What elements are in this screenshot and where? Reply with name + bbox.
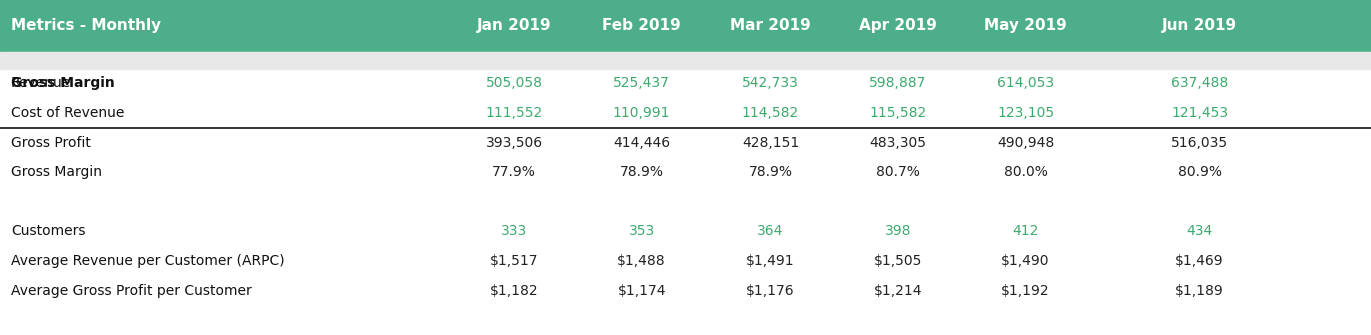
- Text: Gross Margin: Gross Margin: [11, 165, 101, 179]
- Text: $1,469: $1,469: [1175, 254, 1224, 268]
- Text: Apr 2019: Apr 2019: [860, 18, 936, 34]
- Text: Mar 2019: Mar 2019: [731, 18, 810, 34]
- Text: 412: 412: [1012, 224, 1039, 239]
- Text: Jun 2019: Jun 2019: [1163, 18, 1237, 34]
- Text: 434: 434: [1186, 224, 1213, 239]
- Text: $1,505: $1,505: [873, 254, 923, 268]
- Text: 121,453: 121,453: [1171, 106, 1228, 120]
- Text: 115,582: 115,582: [869, 106, 927, 120]
- Text: 428,151: 428,151: [742, 136, 799, 150]
- Text: 525,437: 525,437: [613, 76, 670, 90]
- Text: 516,035: 516,035: [1171, 136, 1228, 150]
- Text: 490,948: 490,948: [997, 136, 1054, 150]
- Text: 393,506: 393,506: [485, 136, 543, 150]
- Text: 80.0%: 80.0%: [1004, 165, 1047, 179]
- Text: Customers: Customers: [11, 224, 85, 239]
- Text: $1,517: $1,517: [489, 254, 539, 268]
- Text: Feb 2019: Feb 2019: [602, 18, 681, 34]
- Text: $1,192: $1,192: [1001, 284, 1050, 297]
- Text: Gross Profit: Gross Profit: [11, 136, 90, 150]
- Text: Revenue: Revenue: [11, 76, 71, 90]
- Text: $1,490: $1,490: [1001, 254, 1050, 268]
- Text: 110,991: 110,991: [613, 106, 670, 120]
- Text: 123,105: 123,105: [997, 106, 1054, 120]
- Text: Metrics - Monthly: Metrics - Monthly: [11, 18, 162, 34]
- Text: 333: 333: [500, 224, 528, 239]
- Text: Average Gross Profit per Customer: Average Gross Profit per Customer: [11, 284, 252, 297]
- Text: 598,887: 598,887: [869, 76, 927, 90]
- Text: 353: 353: [628, 224, 655, 239]
- Text: Average Revenue per Customer (ARPC): Average Revenue per Customer (ARPC): [11, 254, 285, 268]
- Text: $1,176: $1,176: [746, 284, 795, 297]
- Text: $1,488: $1,488: [617, 254, 666, 268]
- Text: 364: 364: [757, 224, 784, 239]
- Text: 505,058: 505,058: [485, 76, 543, 90]
- Bar: [0, 0, 1371, 52]
- Text: 80.7%: 80.7%: [876, 165, 920, 179]
- Text: $1,174: $1,174: [617, 284, 666, 297]
- Text: May 2019: May 2019: [984, 18, 1067, 34]
- Text: 114,582: 114,582: [742, 106, 799, 120]
- Text: 637,488: 637,488: [1171, 76, 1228, 90]
- Text: Gross Margin: Gross Margin: [11, 76, 115, 90]
- Text: $1,189: $1,189: [1175, 284, 1224, 297]
- Text: $1,491: $1,491: [746, 254, 795, 268]
- Text: 614,053: 614,053: [997, 76, 1054, 90]
- Text: 77.9%: 77.9%: [492, 165, 536, 179]
- Text: $1,214: $1,214: [873, 284, 923, 297]
- Text: 398: 398: [884, 224, 912, 239]
- Text: 483,305: 483,305: [869, 136, 927, 150]
- Text: Cost of Revenue: Cost of Revenue: [11, 106, 125, 120]
- Text: $1,182: $1,182: [489, 284, 539, 297]
- Text: 78.9%: 78.9%: [749, 165, 792, 179]
- Text: 542,733: 542,733: [742, 76, 799, 90]
- Text: Jan 2019: Jan 2019: [477, 18, 551, 34]
- Text: 111,552: 111,552: [485, 106, 543, 120]
- Text: 414,446: 414,446: [613, 136, 670, 150]
- Text: 78.9%: 78.9%: [620, 165, 664, 179]
- Bar: [0, 52, 1371, 69]
- Text: 80.9%: 80.9%: [1178, 165, 1222, 179]
